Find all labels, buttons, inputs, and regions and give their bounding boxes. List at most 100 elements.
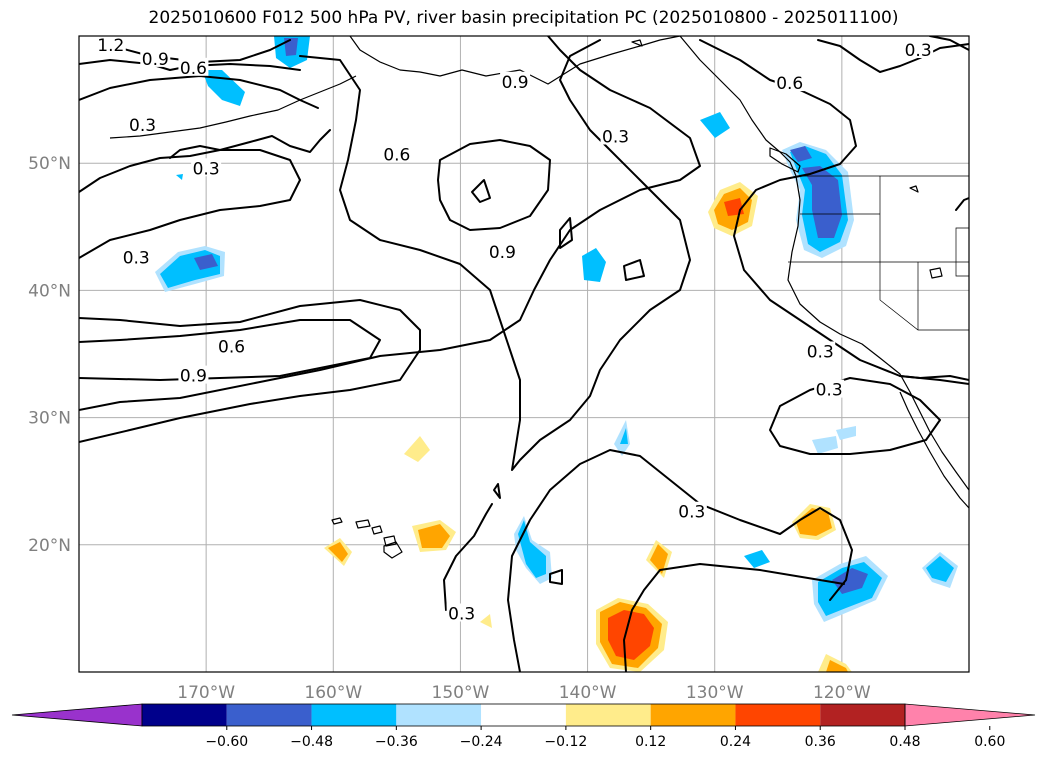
pv-contour — [549, 569, 563, 585]
longitude-label: 160°W — [304, 683, 362, 703]
latitude-label: 30°N — [28, 409, 71, 429]
contour-label: 0.6 — [776, 74, 803, 94]
coastline-alaska — [349, 36, 681, 85]
longitude-label: 140°W — [559, 683, 617, 703]
contour-label: 0.3 — [816, 381, 843, 401]
coastline-uswest — [787, 175, 969, 491]
precip-blob — [744, 550, 770, 568]
precip-blob — [418, 524, 450, 548]
contour-label: 0.3 — [678, 503, 705, 523]
latitude-label: 50°N — [28, 154, 71, 174]
colorbar-segment — [226, 704, 312, 726]
pv-contour — [79, 75, 319, 109]
colorbar-segment — [820, 704, 905, 726]
precip-blob — [284, 38, 298, 56]
pv-contour — [623, 563, 845, 672]
contour-label: 0.3 — [123, 248, 150, 268]
contour-label: 0.3 — [193, 159, 220, 179]
pv-contour — [79, 145, 301, 259]
pv-contour — [443, 503, 493, 611]
pv-contour — [817, 39, 969, 73]
colorbar-tick-label: −0.36 — [375, 734, 418, 750]
contour-label-background — [774, 73, 805, 92]
colorbar-segment — [735, 704, 821, 726]
pv-contour — [955, 197, 969, 211]
gridlines — [79, 36, 969, 672]
precip-blob — [790, 146, 812, 162]
precip-blob — [202, 70, 245, 106]
contour-label: 0.6 — [383, 145, 410, 165]
state-borders — [788, 176, 969, 331]
colorbar-segment — [650, 704, 736, 726]
hawaii-islands — [331, 517, 403, 559]
precip-blob — [608, 610, 654, 660]
colorbar-tick-label: 0.36 — [805, 734, 836, 750]
colorbar-extend-right — [904, 703, 1036, 727]
pv-contour — [299, 39, 691, 471]
contour-label: 0.6 — [180, 59, 207, 79]
contour-label-background — [191, 158, 222, 177]
colorbar-tick-label: −0.24 — [460, 734, 503, 750]
contour-label-background — [178, 57, 209, 76]
contour-label-background — [600, 126, 631, 145]
pv-contour — [699, 39, 969, 385]
longitude-label: 120°W — [813, 683, 871, 703]
contour-label-background — [216, 336, 247, 355]
latitude-label: 20°N — [28, 536, 71, 556]
colorbar-segment — [565, 704, 651, 726]
contour-label: 0.9 — [180, 367, 207, 387]
precip-blob — [926, 556, 954, 582]
pv-contour — [79, 319, 381, 381]
contour-label: 0.3 — [807, 342, 834, 362]
contour-label-background — [487, 242, 518, 261]
pv-contour — [437, 139, 551, 231]
colorbar-tick-label: 0.24 — [720, 734, 751, 750]
colorbar-tick-label: −0.48 — [290, 734, 333, 750]
contour-label-background — [95, 36, 126, 53]
precip-blob — [620, 428, 628, 444]
colorbar-tick-label: 0.12 — [635, 734, 666, 750]
precip-blob — [176, 174, 183, 180]
pv-contour — [769, 377, 941, 455]
colorbar-tick-label: −0.12 — [544, 734, 587, 750]
pv-contour — [79, 129, 331, 193]
pv-contour — [471, 179, 491, 203]
contour-label: 1.2 — [97, 36, 124, 56]
contour-label: 0.3 — [602, 127, 629, 147]
colorbar-outline — [141, 703, 906, 727]
colorbar-tick-label: 0.48 — [889, 734, 920, 750]
precip-blob — [194, 254, 218, 270]
contour-label-background — [140, 48, 171, 67]
colorbar-segment — [396, 704, 482, 726]
contour-labels: 1.2 0.9 0.6 0.3 0.3 0.6 0.3 0.6 0.9 0.9 0.3 0.9 0.6 0… — [95, 36, 934, 624]
pv-contours — [79, 36, 969, 672]
pv-contour — [507, 449, 853, 672]
contour-label: 0.9 — [142, 50, 169, 70]
contour-label-background — [178, 365, 209, 384]
coastline-bc — [679, 36, 797, 177]
precip-blob — [328, 542, 348, 562]
pv-contour — [559, 217, 573, 249]
precip-blob — [404, 436, 430, 462]
colorbar-segment — [481, 704, 566, 726]
map-border — [78, 35, 970, 673]
colorbar: −0.60 −0.48 −0.36 −0.24 −0.12 0.12 0.24 0.36 0.4… — [11, 703, 1036, 750]
precip-blob — [826, 660, 848, 672]
latitude-labels: 50°N 40°N 30°N 20°N — [28, 154, 71, 556]
longitude-label: 170°W — [177, 683, 235, 703]
latitude-label: 40°N — [28, 281, 71, 301]
precip-blob — [518, 520, 546, 578]
contour-label-background — [500, 71, 531, 90]
precip-blob — [650, 544, 668, 574]
contour-label-background — [814, 379, 845, 398]
contour-label-background — [127, 115, 158, 134]
precip-blob — [802, 166, 842, 238]
pv-contour — [79, 299, 421, 443]
contour-label: 0.9 — [502, 73, 529, 93]
colorbar-tick-label: 0.60 — [974, 734, 1005, 750]
longitude-labels: 170°W 160°W 150°W 140°W 130°W 120°W — [177, 683, 871, 703]
pv-contour — [493, 483, 501, 499]
contour-label-background — [676, 501, 707, 520]
coastline-baja — [899, 391, 969, 509]
